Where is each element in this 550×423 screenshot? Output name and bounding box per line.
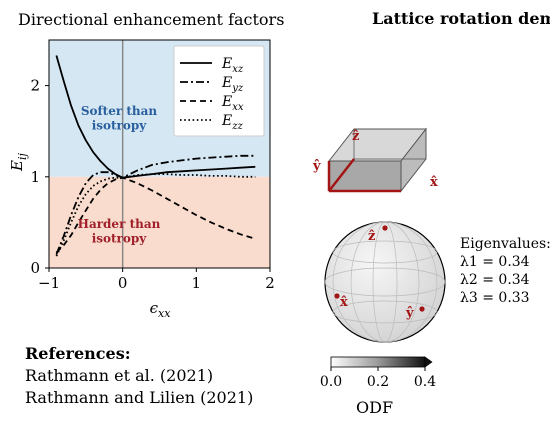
odf-colorbar: 0.0 0.2 0.4 bbox=[320, 356, 436, 390]
references-heading: References: bbox=[25, 344, 131, 363]
series-xx bbox=[55, 176, 256, 254]
cube-y-label: ŷ bbox=[312, 159, 321, 174]
harder-label-line2: isotropy bbox=[92, 231, 148, 245]
eigenvalue-2: λ2 = 0.34 bbox=[460, 272, 530, 288]
cube-x-label: x̂ bbox=[430, 175, 438, 190]
sphere-z-label: ẑ bbox=[368, 229, 375, 244]
chart-area: Softer than isotropy Harder than isotrop… bbox=[8, 39, 275, 320]
eigenvalue-3: λ3 = 0.33 bbox=[460, 290, 530, 306]
colorbar-tick-0: 0.0 bbox=[320, 374, 342, 390]
demo-title: Lattice rotation demo bbox=[372, 9, 550, 28]
reference-item: Rathmann et al. (2021) bbox=[25, 366, 214, 385]
odf-sphere: ẑ x̂ ŷ bbox=[324, 221, 446, 343]
eigenvalue-1: λ1 = 0.34 bbox=[460, 254, 530, 270]
plot-frame bbox=[48, 39, 271, 269]
reference-item: Rathmann and Lilien (2021) bbox=[25, 388, 254, 407]
sphere-x-label: x̂ bbox=[340, 295, 348, 310]
cube-z-label: ẑ bbox=[352, 129, 359, 144]
sphere-z-point bbox=[382, 225, 388, 231]
y-tick-label: 1 bbox=[30, 168, 40, 186]
series-layer bbox=[55, 55, 256, 257]
cube-y-axis bbox=[328, 158, 355, 192]
softer-label-line2: isotropy bbox=[92, 118, 148, 132]
harder-label-line1: Harder than bbox=[78, 217, 161, 231]
x-tick-label: −1 bbox=[38, 274, 60, 292]
harder-region bbox=[49, 176, 270, 268]
series-zz bbox=[55, 173, 256, 257]
softer-label-line1: Softer than bbox=[81, 104, 158, 118]
sphere-y-point bbox=[419, 306, 425, 312]
y-axis-label: Eij bbox=[8, 152, 29, 171]
references: References: Rathmann et al. (2021) Rathm… bbox=[25, 343, 253, 409]
x-tick-label: 2 bbox=[265, 274, 275, 292]
sphere-x-point bbox=[334, 293, 340, 299]
colorbar-tick-1: 0.2 bbox=[367, 374, 389, 390]
chart-title: Directional enhancement factors bbox=[18, 10, 285, 29]
x-tick-label: 0 bbox=[118, 274, 128, 292]
x-axis-label: ϵxx bbox=[150, 299, 172, 320]
eigenvalues-panel: Eigenvalues: λ1 = 0.34 λ2 = 0.34 λ3 = 0.… bbox=[460, 235, 550, 307]
sphere-y-label: ŷ bbox=[405, 306, 414, 321]
eigenvalues-header: Eigenvalues: bbox=[460, 236, 550, 252]
x-tick-label: 1 bbox=[192, 274, 202, 292]
y-tick-label: 2 bbox=[30, 77, 40, 95]
lattice-cube: ẑ ŷ x̂ bbox=[312, 127, 438, 193]
colorbar-label: ODF bbox=[356, 398, 394, 417]
y-tick-label: 0 bbox=[30, 259, 40, 277]
colorbar-tick-2: 0.4 bbox=[414, 374, 436, 390]
